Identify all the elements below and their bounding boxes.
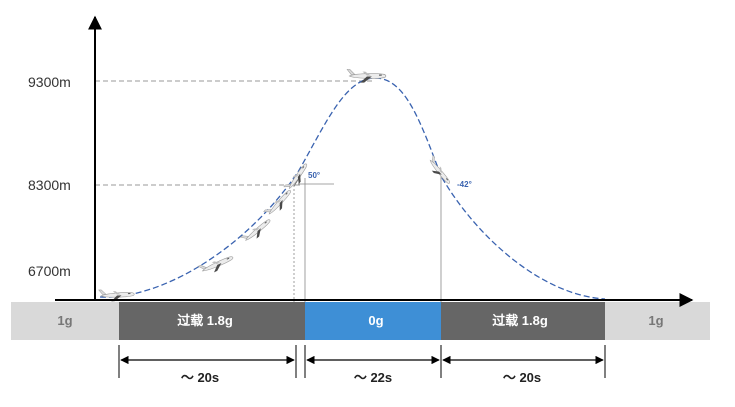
- duration-label-1: ～ 20s: [181, 370, 219, 385]
- phase-segment-pullout: [441, 302, 605, 340]
- altitude-label-6700: 6700m: [28, 263, 71, 279]
- phase-segment-1g-end: [605, 302, 710, 340]
- airplane-icon: [240, 215, 274, 247]
- airplane-icon: [283, 160, 312, 194]
- flight-trajectory: [99, 77, 606, 300]
- phase-label-1g-end: 1g: [648, 313, 663, 328]
- phase-segment-pullup: [119, 302, 305, 340]
- altitude-label-8300: 8300m: [28, 177, 71, 193]
- duration-label-3: ～ 20s: [503, 370, 541, 385]
- pitch-down-angle-label: -42°: [457, 180, 472, 189]
- phase-label-pullout: 过载 1.8g: [492, 313, 548, 328]
- phase-label-zero-g: 0g: [368, 313, 383, 328]
- phase-segment-zero-g: [305, 302, 441, 340]
- duration-markers: ～ 20s ～ 22s ～ 20s: [118, 345, 606, 385]
- duration-label-2: ～ 22s: [354, 370, 392, 385]
- airplane-icon: [263, 186, 296, 220]
- phase-label-pullup: 过载 1.8g: [177, 313, 233, 328]
- airplane-icon: [424, 154, 454, 188]
- phase-segment-1g-start: [11, 302, 119, 340]
- altitude-label-9300: 9300m: [28, 74, 71, 90]
- airplane-icon: [197, 251, 236, 278]
- phase-label-1g-start: 1g: [57, 313, 72, 328]
- pitch-up-angle-label: 50°: [308, 171, 320, 180]
- phase-bar: 1g 过载 1.8g 0g 过载 1.8g 1g: [11, 302, 710, 340]
